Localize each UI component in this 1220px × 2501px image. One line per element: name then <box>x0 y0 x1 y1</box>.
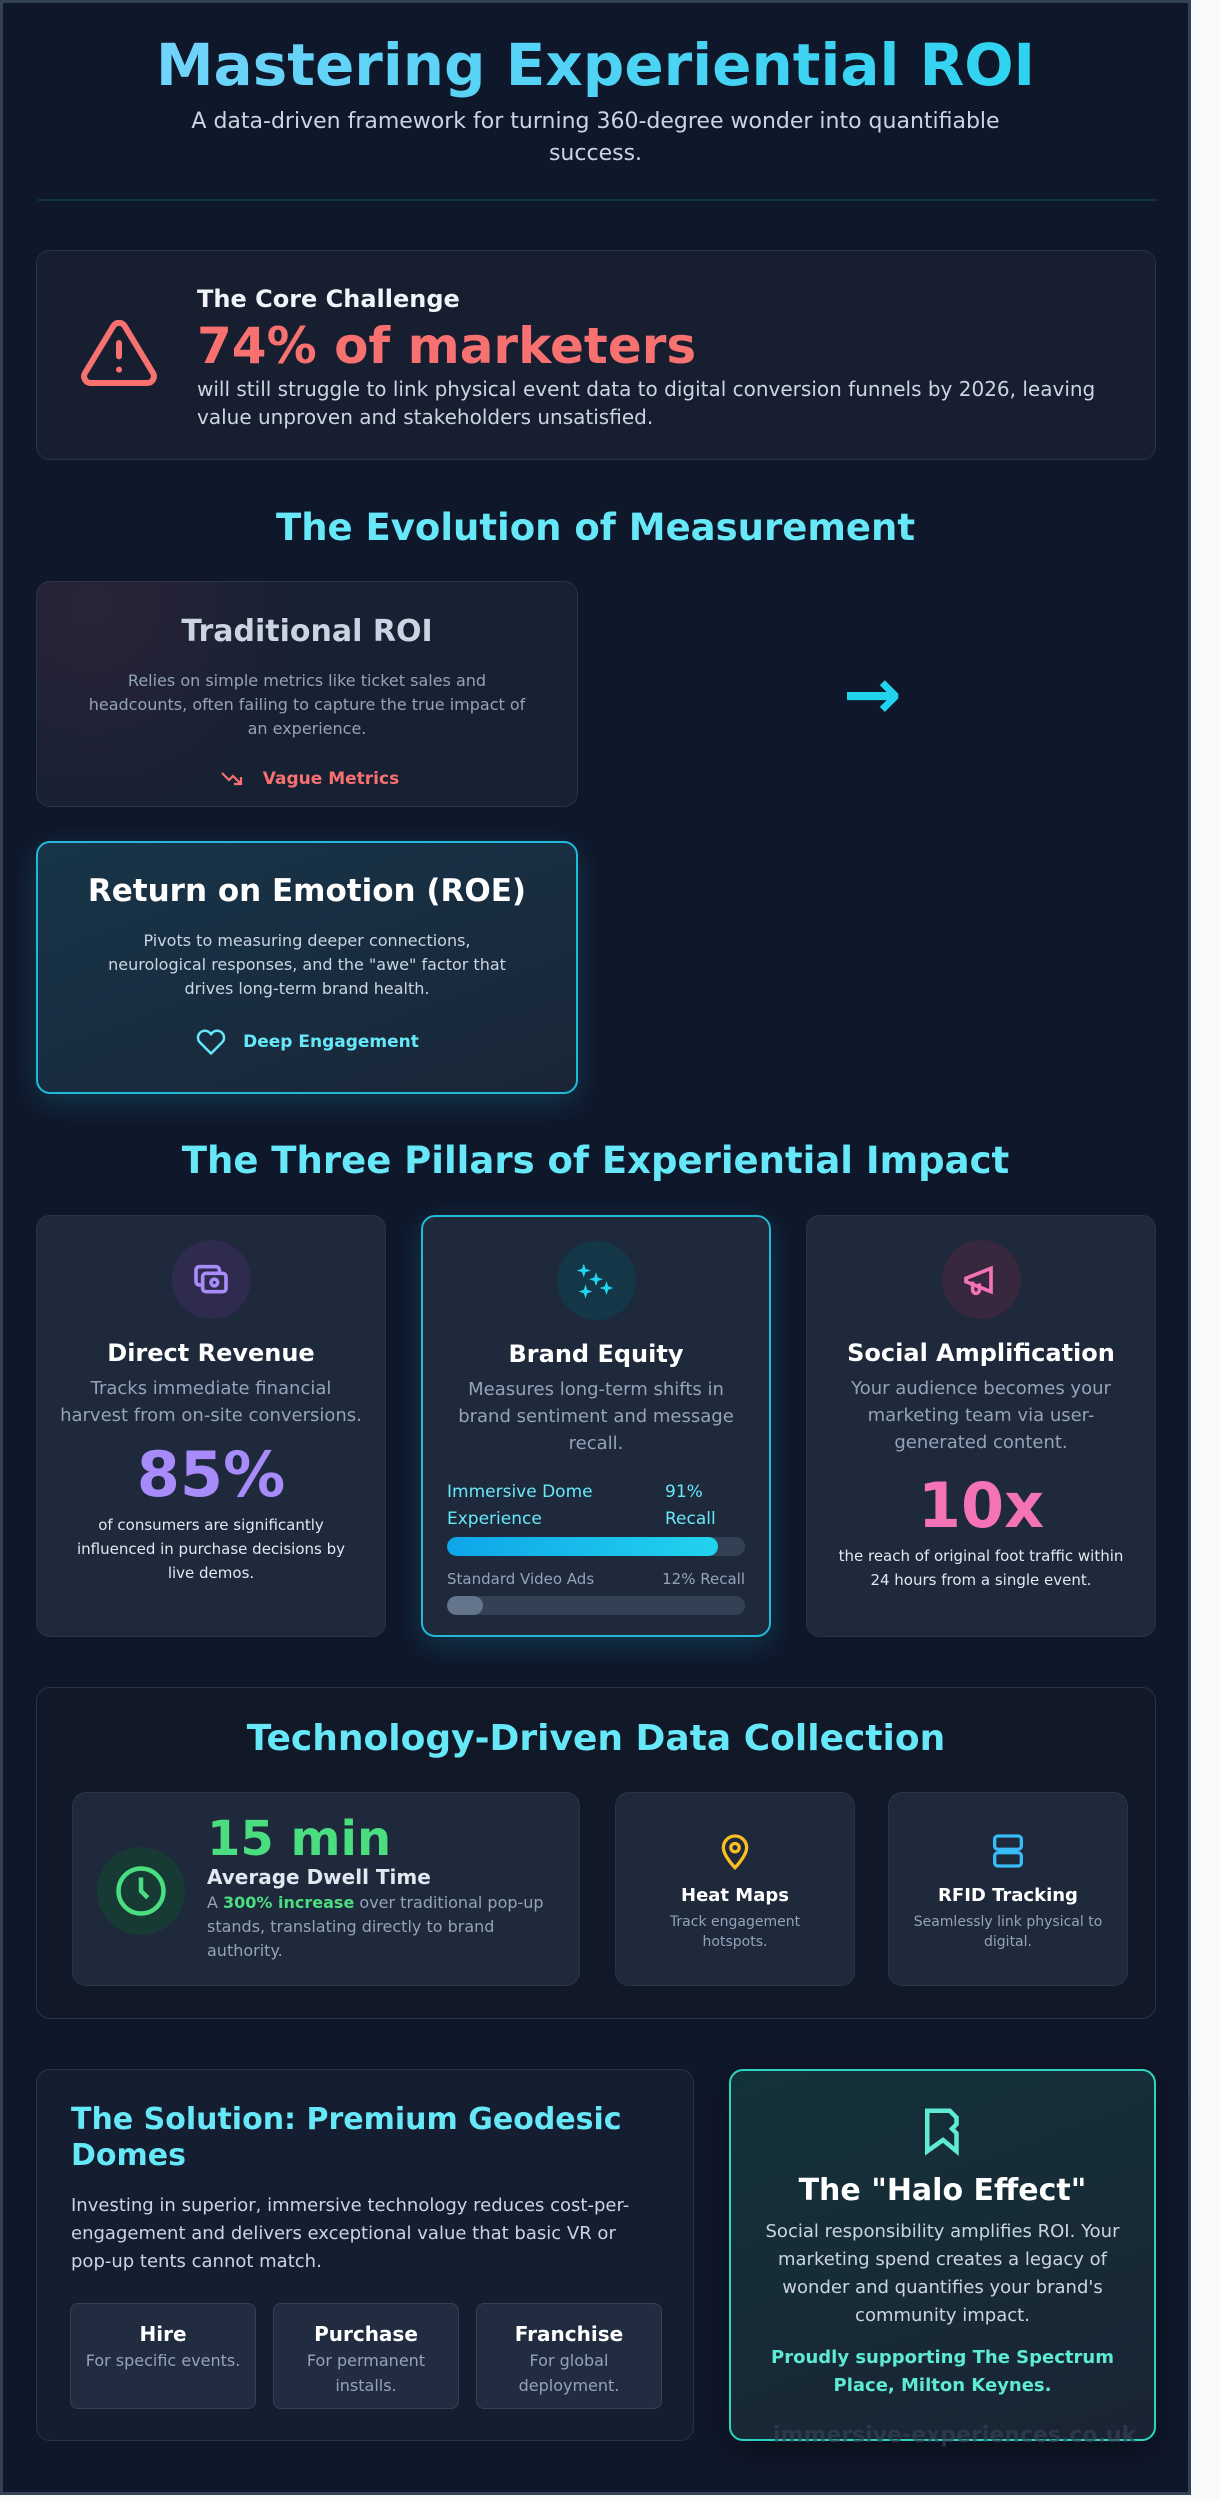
rfid-text: Seamlessly link physical to digital. <box>913 1914 1103 1950</box>
megaphone-icon <box>941 1240 1021 1319</box>
pillar-title: Brand Equity <box>508 1340 684 1368</box>
pillar-title: Social Amplification <box>847 1339 1115 1367</box>
sparkles-icon <box>556 1241 636 1320</box>
clock-icon <box>97 1847 185 1935</box>
warning-triangle-icon <box>81 319 157 386</box>
pillars-title: The Three Pillars of Experiential Impact <box>181 1139 1010 1182</box>
bar-fill <box>447 1596 483 1615</box>
page-frame: Mastering Experiential ROI A data-driven… <box>0 0 1191 2495</box>
challenge-label: The Core Challenge <box>197 285 460 313</box>
heart-icon <box>196 1029 226 1056</box>
dwell-label: Average Dwell Time <box>207 1865 431 1889</box>
challenge-stat: 74% of marketers <box>197 317 697 375</box>
option-hire[interactable]: Hire For specific events. <box>70 2303 256 2409</box>
challenge-text: will still struggle to link physical eve… <box>197 377 1096 429</box>
bar-value: 12% Recall <box>662 1570 745 1588</box>
heat-text: Track engagement hotspots. <box>669 1914 801 1950</box>
divider <box>38 199 1158 201</box>
halo-effect-card: The "Halo Effect" Social responsibility … <box>729 2069 1156 2441</box>
deep-engagement-label: Deep Engagement <box>243 1032 419 1052</box>
evolution-title: The Evolution of Measurement <box>275 506 916 549</box>
bar-label: Standard Video Ads <box>447 1570 595 1588</box>
option-franchise[interactable]: Franchise For global deployment. <box>476 2303 662 2409</box>
dwell-text: A 300% increase over traditional pop-up … <box>207 1893 544 1960</box>
recall-bar-video <box>447 1596 745 1615</box>
pillar-text: Tracks immediate financial harvest from … <box>60 1378 362 1426</box>
pillar-text: Your audience becomes your marketing tea… <box>851 1378 1111 1453</box>
bar-label: Immersive Dome Experience <box>447 1482 593 1529</box>
pillar-stat: 10x <box>917 1469 1045 1542</box>
tech-title: Technology-Driven Data Collection <box>246 1718 946 1759</box>
arrow-right-icon: → <box>843 653 902 735</box>
solution-text: Investing in superior, immersive technol… <box>71 2195 630 2272</box>
halo-support: Proudly supporting The Spectrum Place, M… <box>771 2347 1114 2396</box>
pillar-text: Measures long-term shifts in brand senti… <box>458 1379 734 1454</box>
server-icon <box>993 1834 1023 1868</box>
halo-title: The "Halo Effect" <box>798 2173 1087 2208</box>
rfid-card: RFID Tracking Seamlessly link physical t… <box>888 1792 1128 1986</box>
pillar-caption: the reach of original foot traffic withi… <box>838 1547 1124 1589</box>
pillar-social-amplification: Social Amplification Your audience becom… <box>806 1215 1156 1637</box>
option-purchase[interactable]: Purchase For permanent installs. <box>273 2303 459 2409</box>
recall-bar-dome <box>447 1537 745 1556</box>
pillar-stat: 85% <box>136 1438 286 1511</box>
bar-fill <box>447 1537 719 1556</box>
trending-down-icon <box>221 772 242 786</box>
deep-engagement-tag: Deep Engagement <box>38 1027 576 1057</box>
footer-watermark: immersive-experiences.co.uk <box>773 2423 1137 2448</box>
traditional-roi-card: Traditional ROI Relies on simple metrics… <box>36 581 578 807</box>
solution-title: The Solution: Premium Geodesic Domes <box>71 2102 622 2173</box>
dwell-stat: 15 min <box>207 1811 392 1867</box>
pillar-direct-revenue: Direct Revenue Tracks immediate financia… <box>36 1215 386 1637</box>
vague-metrics-label: Vague Metrics <box>262 769 400 789</box>
core-challenge-card: The Core Challenge 74% of marketers will… <box>36 250 1156 460</box>
pillar-title: Direct Revenue <box>107 1339 315 1367</box>
heat-title: Heat Maps <box>681 1885 789 1906</box>
roe-card: Return on Emotion (ROE) Pivots to measur… <box>36 841 578 1094</box>
rfid-title: RFID Tracking <box>938 1885 1078 1906</box>
tech-section: Technology-Driven Data Collection 15 min… <box>36 1687 1156 2019</box>
traditional-title: Traditional ROI <box>181 614 433 649</box>
money-icon <box>171 1240 251 1319</box>
halo-text: Social responsibility amplifies ROI. You… <box>765 2221 1120 2326</box>
pillar-caption: of consumers are significantly influence… <box>76 1516 345 1582</box>
page-subtitle: A data-driven framework for turning 360-… <box>191 109 1000 166</box>
heat-maps-card: Heat Maps Track engagement hotspots. <box>615 1792 855 1986</box>
traditional-text: Relies on simple metrics like ticket sal… <box>88 671 526 738</box>
dwell-time-card: 15 min Average Dwell Time A 300% increas… <box>72 1792 580 1986</box>
roe-text: Pivots to measuring deeper connections, … <box>108 931 506 998</box>
roe-title: Return on Emotion (ROE) <box>87 873 527 909</box>
pillar-brand-equity: Brand Equity Measures long-term shifts i… <box>421 1215 771 1637</box>
page-title: Mastering Experiential ROI <box>3 31 1188 99</box>
map-pin-icon <box>721 1834 749 1871</box>
award-ribbon-icon <box>924 2108 959 2157</box>
vague-metrics-tag: Vague Metrics <box>37 767 577 791</box>
bar-value: 91% Recall <box>665 1482 716 1529</box>
